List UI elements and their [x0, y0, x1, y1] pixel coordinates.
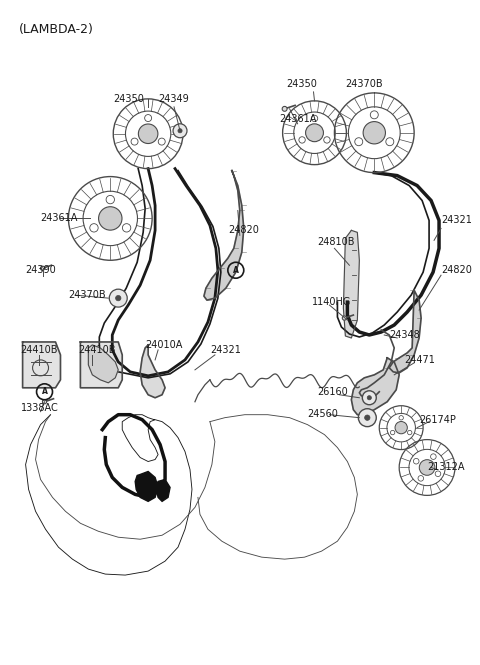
Text: 24810B: 24810B — [317, 237, 355, 247]
Text: 24820: 24820 — [441, 265, 472, 275]
Text: 24361A: 24361A — [40, 213, 78, 223]
Polygon shape — [88, 345, 118, 383]
Text: 24370B: 24370B — [346, 79, 383, 89]
Text: 24370B: 24370B — [69, 290, 106, 300]
Text: 24410B: 24410B — [78, 345, 116, 355]
Circle shape — [40, 266, 45, 271]
Polygon shape — [389, 290, 421, 373]
Polygon shape — [135, 471, 158, 501]
Polygon shape — [156, 479, 170, 501]
Circle shape — [363, 122, 385, 144]
Text: A: A — [233, 266, 239, 275]
Circle shape — [365, 415, 370, 420]
Circle shape — [109, 289, 127, 307]
Circle shape — [395, 422, 408, 434]
Circle shape — [419, 460, 435, 475]
Text: 24820: 24820 — [228, 225, 259, 235]
Circle shape — [42, 400, 47, 404]
Circle shape — [173, 124, 187, 138]
Text: 21312A: 21312A — [427, 462, 465, 473]
Polygon shape — [343, 230, 360, 338]
Circle shape — [367, 396, 372, 400]
Text: 24321: 24321 — [210, 345, 241, 355]
Text: A: A — [42, 387, 48, 396]
Polygon shape — [204, 171, 244, 300]
Circle shape — [116, 295, 121, 301]
Text: 24410B: 24410B — [21, 345, 58, 355]
Text: 1338AC: 1338AC — [21, 403, 59, 413]
Text: 24560: 24560 — [308, 409, 338, 419]
Polygon shape — [23, 342, 60, 388]
Text: 24471: 24471 — [404, 355, 435, 365]
Text: 24348: 24348 — [389, 330, 420, 340]
Circle shape — [306, 124, 324, 142]
Polygon shape — [351, 358, 399, 415]
Circle shape — [282, 106, 287, 111]
Text: 24350: 24350 — [113, 94, 144, 104]
Text: 24321: 24321 — [441, 215, 472, 225]
Polygon shape — [80, 342, 122, 388]
Text: 26160: 26160 — [317, 387, 348, 397]
Circle shape — [362, 391, 376, 405]
Circle shape — [359, 409, 376, 427]
Circle shape — [98, 207, 122, 230]
Polygon shape — [140, 345, 165, 398]
Text: 1140HG: 1140HG — [312, 297, 351, 307]
Text: 24349: 24349 — [159, 94, 190, 104]
Text: 24390: 24390 — [25, 265, 56, 275]
Circle shape — [342, 316, 347, 320]
Circle shape — [138, 124, 158, 144]
Text: 26174P: 26174P — [419, 415, 456, 425]
Text: 24361A: 24361A — [279, 114, 316, 124]
Text: 24010A: 24010A — [145, 340, 182, 350]
Circle shape — [178, 128, 182, 133]
Text: 24350: 24350 — [286, 79, 317, 89]
Text: (LAMBDA-2): (LAMBDA-2) — [19, 23, 94, 36]
